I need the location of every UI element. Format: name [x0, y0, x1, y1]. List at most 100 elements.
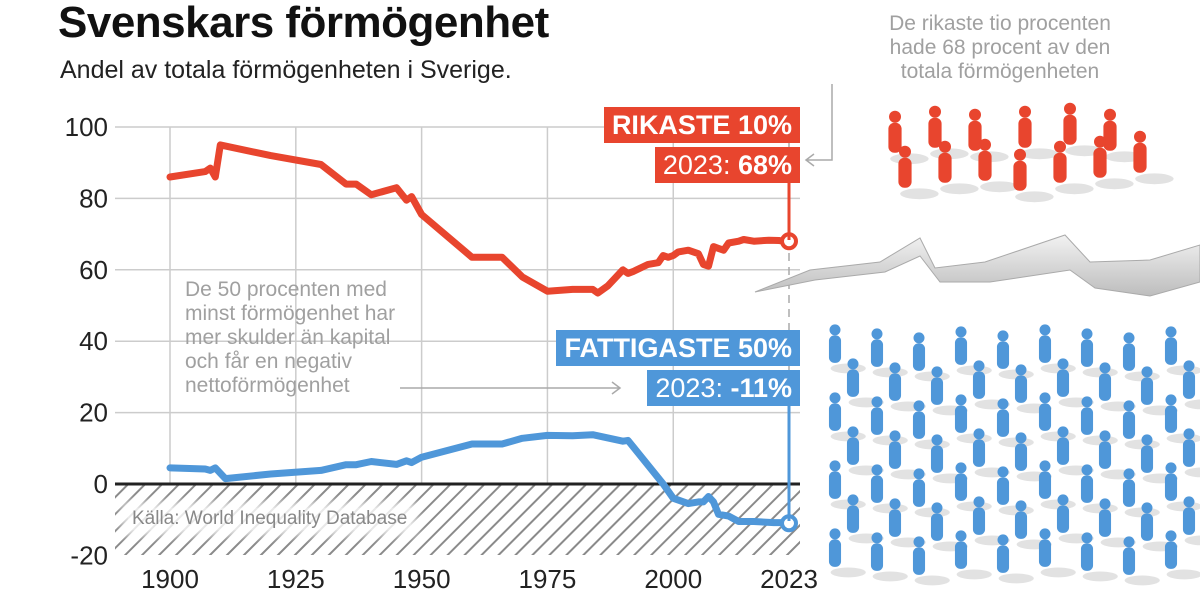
person-head [913, 400, 925, 412]
person-head [913, 468, 925, 480]
person-head [1015, 432, 1027, 444]
y-tick-label: 60 [79, 255, 108, 285]
person-body [968, 120, 982, 151]
person-head [955, 462, 967, 474]
person-head [1183, 360, 1195, 372]
person-head [955, 530, 967, 542]
person-body [1014, 511, 1028, 539]
person-body [1080, 475, 1094, 503]
person-body [1056, 505, 1070, 533]
person-shadow [1020, 148, 1059, 160]
person-head [1039, 528, 1051, 540]
person-body [1103, 120, 1117, 151]
person-body [928, 117, 942, 148]
x-tick-label: 1975 [519, 564, 577, 594]
person-body [1056, 437, 1070, 465]
person-head [997, 398, 1009, 410]
person-body [1140, 377, 1154, 405]
person-body [1164, 405, 1178, 433]
person-shadow [1166, 501, 1200, 512]
annotation-line: minst förmögenhet har [185, 302, 396, 325]
person-shadow [1082, 571, 1118, 582]
person-body [1098, 441, 1112, 469]
person-shadow [900, 188, 939, 200]
poor-2023-value-label: 2023: -11% [647, 370, 800, 406]
person-body [1140, 513, 1154, 541]
person-head [1015, 500, 1027, 512]
person-shadow [1135, 173, 1174, 185]
person-head [1057, 426, 1069, 438]
person-body [1182, 371, 1196, 399]
person-head [1099, 430, 1111, 442]
person-shadow [1184, 535, 1200, 546]
person-head [871, 328, 883, 340]
person-body [1093, 147, 1107, 178]
person-body [828, 403, 842, 431]
person-body [1182, 439, 1196, 467]
rich-annotation: De rikaste tio procenten hade 68 procent… [840, 12, 1160, 84]
person-head [1099, 498, 1111, 510]
person-head [931, 502, 943, 514]
person-head [899, 145, 911, 158]
person-body [828, 539, 842, 567]
person-body [972, 507, 986, 535]
person-body [972, 371, 986, 399]
person-head [1081, 328, 1093, 340]
person-body [996, 477, 1010, 505]
person-head [889, 430, 901, 442]
person-body [888, 509, 902, 537]
x-tick-label: 1925 [267, 564, 325, 594]
person-shadow [998, 573, 1034, 584]
person-body [1080, 407, 1094, 435]
person-head [871, 532, 883, 544]
y-tick-label: 80 [79, 183, 108, 213]
person-shadow [1015, 191, 1054, 203]
y-tick-label: -20 [70, 540, 108, 570]
person-head [847, 358, 859, 370]
person-body [938, 152, 952, 183]
person-body [930, 445, 944, 473]
annotation-line: hade 68 procent av den [889, 36, 1111, 59]
value-text: -11% [730, 373, 792, 403]
person-body [954, 337, 968, 365]
person-body [870, 339, 884, 367]
person-body [954, 473, 968, 501]
poor-series-label: FATTIGASTE 50% [556, 330, 800, 366]
person-head [1123, 400, 1135, 412]
rich-series-line [166, 141, 793, 297]
person-head [973, 360, 985, 372]
person-head [1123, 332, 1135, 344]
person-body [898, 157, 912, 188]
annotation-line: mer skulder än kapital [185, 326, 391, 349]
person-head [969, 108, 981, 121]
person-shadow [940, 183, 979, 195]
person-body [996, 545, 1010, 573]
person-body [1038, 335, 1052, 363]
person-head [829, 460, 841, 472]
rich-2023-value-label: 2023: 68% [654, 147, 800, 183]
person-head [979, 138, 991, 151]
person-head [973, 428, 985, 440]
person-head [1081, 396, 1093, 408]
y-tick-label: 20 [79, 398, 108, 428]
person-shadow [1055, 183, 1094, 195]
person-shadow [1184, 467, 1200, 478]
y-tick-label: 40 [79, 326, 108, 356]
person-body [1013, 160, 1027, 191]
person-head [1183, 428, 1195, 440]
person-shadow [1166, 569, 1200, 580]
annotation-line: och får en negativ [185, 350, 352, 373]
person-body [1018, 117, 1032, 148]
person-head [955, 326, 967, 338]
person-shadow [980, 181, 1019, 193]
person-head [1141, 366, 1153, 378]
annotation-line: totala förmögenheten [900, 60, 1100, 83]
person-head [931, 434, 943, 446]
person-head [1094, 135, 1106, 148]
person-head [1183, 496, 1195, 508]
person-head [1123, 536, 1135, 548]
person-head [1039, 392, 1051, 404]
person-body [954, 405, 968, 433]
person-head [847, 494, 859, 506]
